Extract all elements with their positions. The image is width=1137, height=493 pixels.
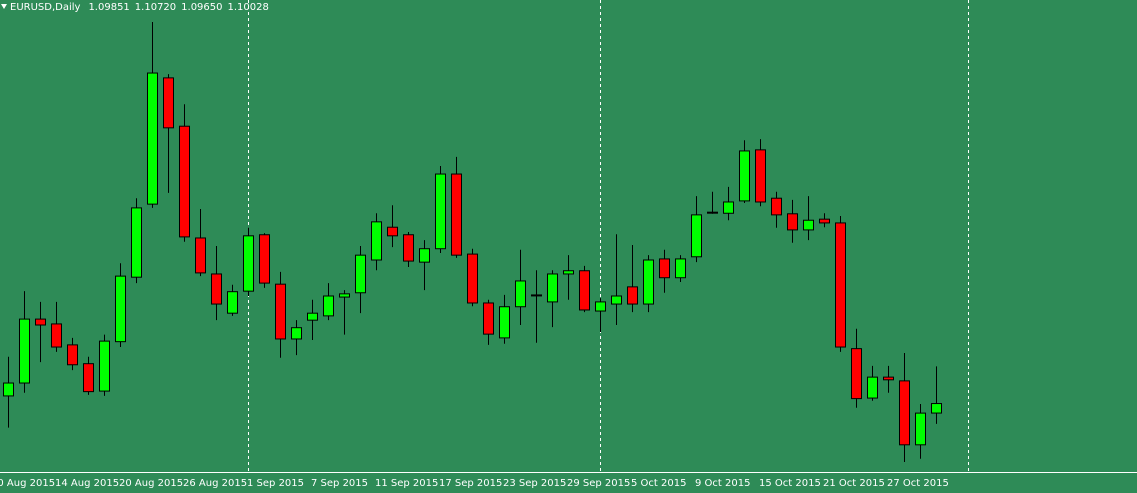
- candle-body: [611, 295, 622, 305]
- x-tick-label: 5 Oct 2015: [631, 478, 686, 489]
- candle-body: [83, 363, 94, 393]
- candle-body: [899, 380, 910, 446]
- candle-body: [451, 173, 462, 256]
- x-tick-label: 23 Sep 2015: [503, 478, 566, 489]
- x-tick-label: 7 Sep 2015: [311, 478, 368, 489]
- candle-body: [595, 301, 606, 312]
- x-tick-label: 17 Sep 2015: [439, 478, 502, 489]
- candle-body: [99, 340, 110, 392]
- candle-body: [499, 306, 510, 339]
- candle-body: [915, 412, 926, 446]
- candle-body: [739, 150, 750, 202]
- candle-body: [755, 149, 766, 203]
- candle-body: [515, 280, 526, 308]
- candle-body: [195, 237, 206, 274]
- candle-body: [643, 259, 654, 305]
- candle-body: [435, 173, 446, 250]
- x-tick-label: 27 Oct 2015: [887, 478, 949, 489]
- candle-body: [323, 295, 334, 317]
- x-tick-label: 21 Oct 2015: [823, 478, 885, 489]
- x-tick-label: 10 Aug 2015: [0, 478, 55, 489]
- candle-body: [467, 253, 478, 304]
- candle-body: [883, 376, 894, 381]
- candle-body: [371, 221, 382, 261]
- candle-body: [355, 254, 366, 294]
- x-tick-label: 14 Aug 2015: [55, 478, 119, 489]
- candle-body: [259, 234, 270, 284]
- candle-body: [131, 207, 142, 278]
- candle-body: [819, 218, 830, 224]
- candle-body: [835, 222, 846, 348]
- header-value: 1.09851: [88, 2, 129, 13]
- candle-body: [547, 273, 558, 303]
- candle-body: [867, 376, 878, 399]
- candle-body: [3, 382, 14, 397]
- candle-body: [291, 327, 302, 340]
- candle-body: [851, 348, 862, 400]
- candle-body: [339, 293, 350, 298]
- candle-body: [227, 291, 238, 314]
- candle-body: [51, 323, 62, 348]
- candle-body: [419, 248, 430, 263]
- candle-body: [243, 235, 254, 292]
- candle-body: [659, 258, 670, 279]
- candle-body: [35, 318, 46, 326]
- candle-body: [675, 258, 686, 279]
- candle-body: [691, 214, 702, 258]
- candle-body: [179, 125, 190, 238]
- header-value: 1.10028: [228, 2, 269, 13]
- candle-body: [163, 77, 174, 129]
- candle-body: [723, 201, 734, 214]
- menu-arrow: [1, 4, 7, 9]
- candle-body: [147, 72, 158, 205]
- header-value: 1.10720: [135, 2, 176, 13]
- candle-body: [387, 226, 398, 237]
- candle-body: [115, 275, 126, 343]
- candle-body: [627, 286, 638, 305]
- x-tick-label: 11 Sep 2015: [375, 478, 438, 489]
- candle-body: [531, 294, 542, 297]
- x-tick-label: 29 Sep 2015: [567, 478, 630, 489]
- candle-body: [707, 211, 718, 214]
- candle-body: [483, 302, 494, 335]
- candle-body: [67, 344, 78, 366]
- candle-body: [403, 234, 414, 262]
- candle-body: [307, 312, 318, 321]
- header-value: 1.09650: [181, 2, 222, 13]
- candle-body: [579, 270, 590, 311]
- candle-body: [787, 213, 798, 231]
- candle-body: [275, 283, 286, 340]
- candle-body: [563, 270, 574, 275]
- chart-title: EURUSD,Daily: [10, 2, 81, 13]
- x-tick-label: 20 Aug 2015: [119, 478, 183, 489]
- candle-body: [771, 197, 782, 216]
- candle-body: [803, 219, 814, 231]
- candle-body: [211, 273, 222, 305]
- x-tick-label: 9 Oct 2015: [695, 478, 750, 489]
- candle-body: [19, 318, 30, 384]
- x-tick-label: 15 Oct 2015: [759, 478, 821, 489]
- x-tick-label: 26 Aug 2015: [183, 478, 247, 489]
- x-tick-label: 1 Sep 2015: [247, 478, 304, 489]
- candle-body: [931, 403, 942, 414]
